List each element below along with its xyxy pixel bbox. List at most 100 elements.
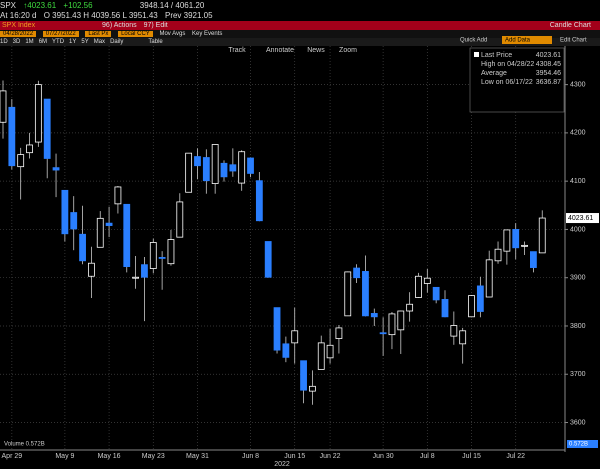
candle-body (114, 186, 122, 205)
candle-body (220, 162, 228, 178)
candle-body (353, 267, 361, 279)
candle-body (521, 244, 528, 247)
candle-body (0, 90, 7, 123)
end-date[interactable]: 07/27/2022 (42, 31, 79, 37)
period[interactable]: 5Y (81, 39, 89, 45)
y-tick-label: 3900 (570, 275, 586, 282)
x-tick-label: May 31 (186, 453, 209, 460)
x-tick-label: Jul 15 (462, 453, 481, 460)
period[interactable]: 1Y (69, 39, 77, 45)
mov-avgs[interactable]: Mov Avgs (159, 31, 186, 37)
currency[interactable]: Local CCY (118, 31, 153, 37)
candle-body (450, 325, 458, 337)
field[interactable]: Last Px (85, 31, 112, 37)
period[interactable]: YTD (52, 39, 65, 45)
key-events[interactable]: Key Events (192, 31, 223, 37)
candle-body (247, 157, 254, 174)
candle-body (105, 222, 113, 226)
period[interactable]: 3D (12, 39, 21, 45)
time: At 16:20 d (0, 11, 37, 20)
table[interactable]: Table (148, 39, 163, 45)
candle-body (512, 229, 520, 249)
view: Candle Chart (549, 22, 591, 29)
ohlc: O 3951.43 H 4039.56 L 3951.43 (43, 11, 158, 20)
range: 3948.14 / 4061.20 (139, 1, 205, 10)
candle-body (300, 360, 307, 391)
candle-body (255, 180, 263, 222)
candle-body (238, 151, 246, 184)
add-data[interactable]: Add Data (505, 38, 531, 44)
y-tick-label: 3600 (570, 419, 586, 426)
security[interactable]: SPX Index (2, 22, 36, 29)
candle-body (530, 251, 537, 268)
title-bar: SPX Index 96) Actions 97) Edit Candle Ch… (0, 21, 600, 30)
candle-body (397, 310, 405, 331)
candle-body (123, 203, 131, 268)
start-date[interactable]: 04/28/2022 (0, 31, 37, 37)
ticker: SPX (0, 1, 17, 10)
candle-body (61, 189, 69, 235)
y-tick-label: 3700 (570, 371, 586, 378)
candle-body (17, 154, 25, 168)
x-tick-label: Apr 29 (2, 453, 23, 460)
candle-body (211, 144, 219, 184)
candle-body (406, 303, 414, 312)
candle-body (485, 259, 493, 298)
candle-body (79, 233, 86, 262)
add-data-box[interactable] (502, 36, 552, 44)
tool[interactable]: Zoom (339, 47, 357, 54)
last-price-tag (566, 213, 599, 224)
candle-body (229, 164, 237, 172)
candle-body (176, 201, 184, 238)
tool[interactable]: Annotate (266, 47, 294, 54)
candle-body (344, 271, 352, 317)
edit-chart[interactable]: Edit Chart (560, 38, 587, 44)
y-tick-label: 4300 (570, 81, 586, 88)
candle-body (167, 239, 175, 265)
prev: Prev 3921.05 (164, 11, 213, 20)
candle-body (326, 344, 334, 359)
candle-body (158, 257, 166, 259)
candle-body (308, 385, 316, 392)
tool[interactable]: News (307, 47, 325, 54)
actions[interactable]: 96) Actions (102, 22, 137, 29)
legend-value: 4308.45 (536, 61, 561, 68)
y-tick-label: 4200 (570, 130, 586, 137)
candle-body (494, 248, 502, 262)
candle-body (70, 212, 78, 230)
period[interactable]: 6M (38, 39, 48, 45)
period[interactable]: Max (93, 39, 106, 45)
volume-tag (567, 440, 598, 448)
period[interactable]: 1D (0, 39, 8, 45)
candle-body (43, 98, 51, 159)
last-price-label: 4023.61 (568, 215, 593, 222)
quote-row: SPX ↑4023.61 +102.56 3948.14 / 4061.20 (0, 1, 600, 11)
legend-value: 3954.46 (536, 70, 561, 77)
candle-body (459, 330, 467, 345)
settings-row: 04/28/2022 07/27/2022 Last Px Local CCY … (0, 30, 600, 38)
candle-body (273, 307, 281, 351)
edit[interactable]: 97) Edit (143, 22, 168, 29)
candle-body (415, 275, 422, 298)
ohlc-row: At 16:20 d O 3951.43 H 4039.56 L 3951.43… (0, 11, 600, 21)
candle-body (388, 313, 396, 336)
tool[interactable]: Track (228, 47, 246, 54)
legend-name: Low on 06/17/22 (481, 79, 533, 86)
candle-body (335, 327, 343, 339)
period[interactable]: Daily (110, 39, 124, 45)
legend-value: 4023.61 (536, 52, 561, 59)
change: +102.56 (63, 1, 93, 10)
quick-add[interactable]: Quick Add (460, 38, 487, 44)
candle-body (8, 106, 16, 167)
candle-body (476, 285, 484, 312)
x-tick-label: Jul 22 (506, 453, 525, 460)
period-row: 1D 3D 1M 6M YTD 1Y 5Y Max Daily Table (0, 38, 600, 46)
y-tick-label: 4000 (570, 226, 586, 233)
period[interactable]: 1M (25, 39, 34, 45)
candle-body (194, 156, 201, 167)
candle-body (282, 343, 290, 358)
legend-box (469, 47, 565, 113)
